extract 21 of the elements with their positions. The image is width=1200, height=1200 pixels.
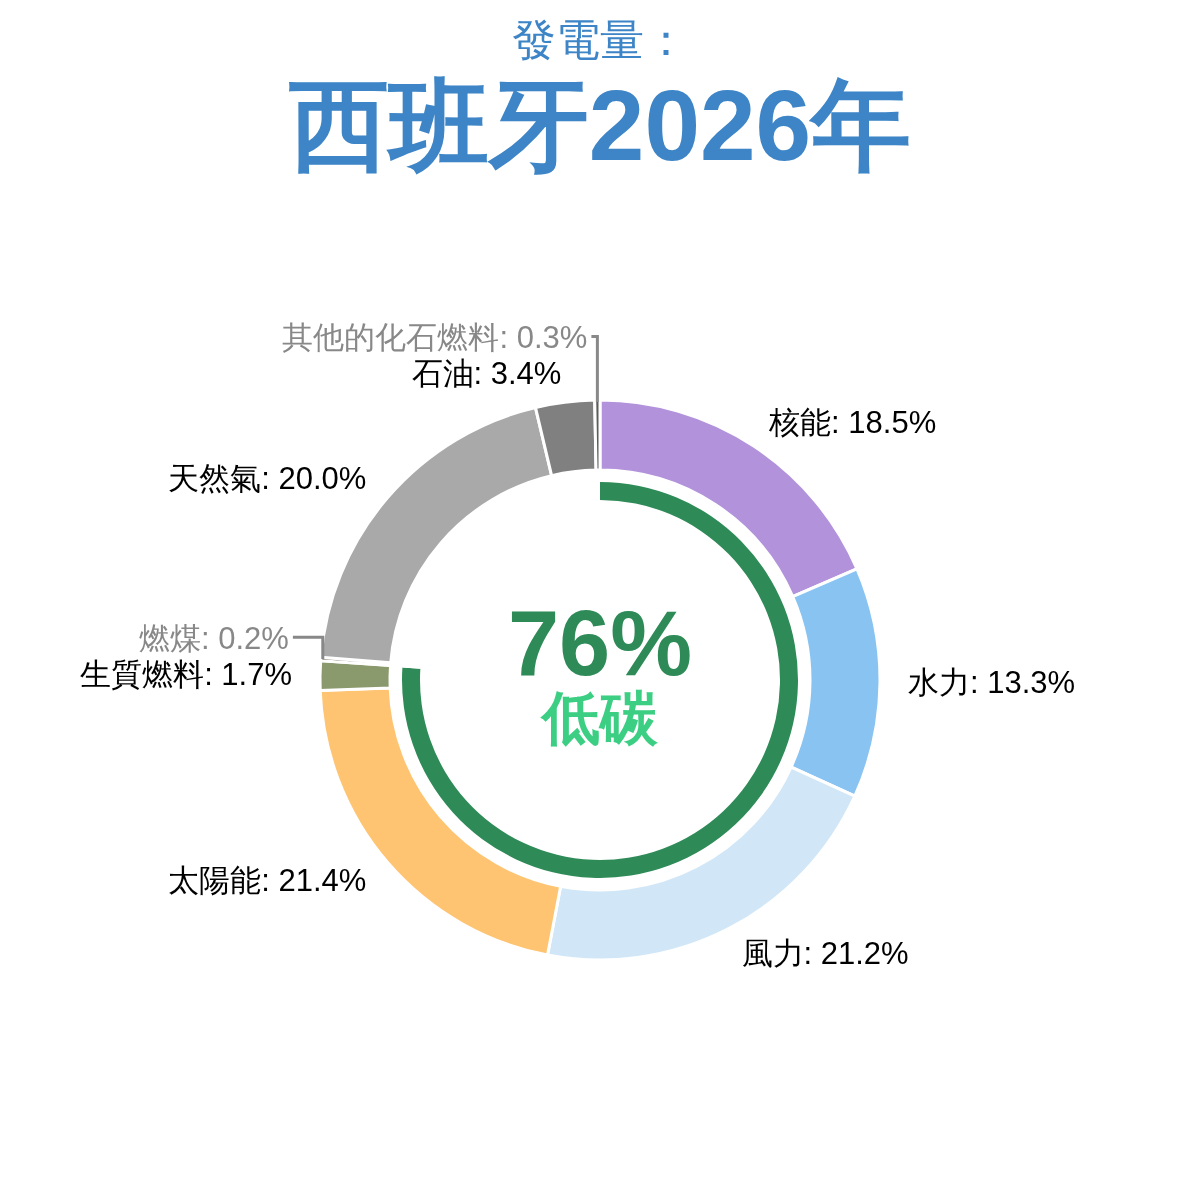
data-label: : 18.5% <box>831 404 937 440</box>
data-label: : 13.3% <box>969 664 1076 700</box>
slice-label: 其他的化石燃料 <box>282 320 500 356</box>
slice-label: 水力 <box>907 664 970 700</box>
slice-label: 風力 <box>741 935 804 971</box>
data-label: : 21.4% <box>261 862 367 898</box>
slice-label: 天然氣 <box>168 461 262 497</box>
slice-label: 燃煤 <box>138 621 201 657</box>
slice-label: 低碳 <box>540 685 659 750</box>
data-label: : 3.4% <box>473 356 562 392</box>
data-label: : 20.0% <box>261 461 367 497</box>
data-label: : 0.2% <box>200 621 289 657</box>
slice-label: 生質燃料 <box>80 657 205 693</box>
data-label: : 1.7% <box>204 657 293 693</box>
slice-label: 核能 <box>768 404 832 440</box>
chart-title: 西班牙2026年 <box>287 69 912 181</box>
data-label: : 0.3% <box>499 320 588 356</box>
chart-subtitle: 發電量： <box>512 15 688 64</box>
slice-label: 太陽能 <box>168 862 262 898</box>
data-label: : 21.2% <box>803 935 909 971</box>
slice-label: 石油 <box>411 356 474 392</box>
